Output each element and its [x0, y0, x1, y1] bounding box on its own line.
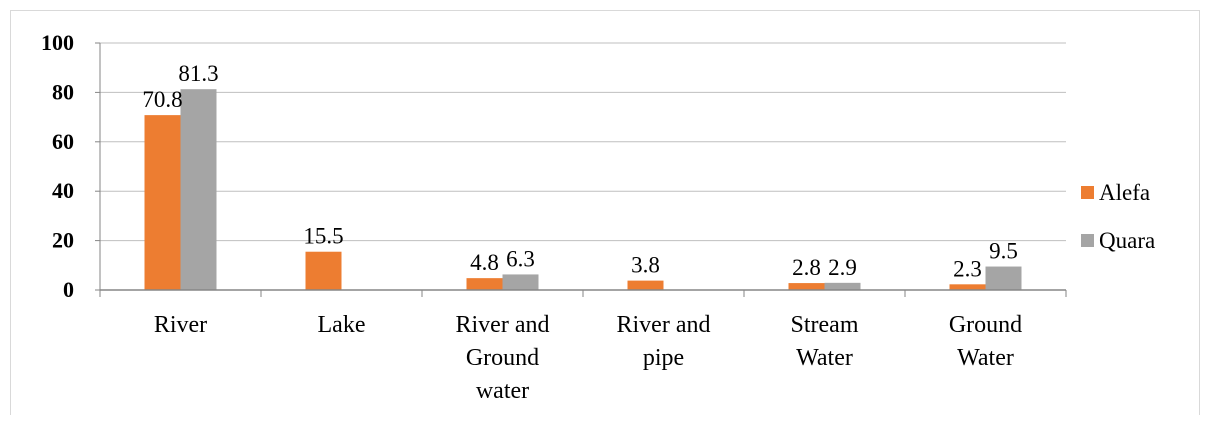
data-label-quara: 9.5	[989, 239, 1018, 264]
x-tick-label: Stream Water	[791, 312, 859, 371]
y-tick-label: 0	[63, 277, 74, 302]
gridlines	[100, 42, 1066, 242]
legend-swatch-alefa	[1081, 186, 1094, 199]
data-label-alefa: 3.8	[631, 253, 660, 278]
bar-alefa	[788, 283, 825, 290]
y-tick-label: 80	[52, 79, 74, 104]
x-tick-label: Ground Water	[949, 312, 1022, 371]
y-tick-label: 100	[41, 30, 74, 55]
chart-frame	[10, 10, 1200, 415]
bar-alefa	[627, 280, 664, 290]
bars	[144, 89, 1022, 291]
y-tick-labels: 0 20 40 60 80 100	[41, 30, 74, 302]
legend-swatch-quara	[1081, 234, 1094, 247]
bar-alefa	[466, 278, 503, 290]
data-label-quara: 2.9	[828, 255, 857, 280]
x-tick-label: River and Ground water	[456, 312, 550, 404]
bar-quara	[985, 266, 1022, 290]
legend: Alefa Quara	[1081, 180, 1155, 253]
bar-quara	[180, 89, 217, 291]
data-label-alefa: 4.8	[470, 250, 499, 275]
y-tick-label: 20	[52, 228, 74, 253]
data-label-alefa: 70.8	[142, 87, 182, 112]
bar-alefa	[144, 115, 181, 291]
x-tick-label: Lake	[318, 312, 366, 338]
data-labels: 70.881.3 15.5 4.8 6.3 3.8 2.8 2.9 2.3 9.5	[142, 61, 1018, 281]
x-tick-label: River and pipe	[617, 312, 711, 371]
data-label-quara: 81.3	[178, 61, 218, 86]
data-label-quara: 6.3	[506, 246, 535, 271]
bar-quara	[502, 274, 539, 290]
axes	[95, 42, 1067, 297]
x-tick-label: River	[154, 312, 207, 338]
data-label-alefa: 2.3	[953, 256, 982, 281]
data-label-alefa: 2.8	[792, 255, 821, 280]
legend-label-quara: Quara	[1099, 228, 1155, 253]
bar-alefa	[949, 284, 986, 290]
y-tick-label: 60	[52, 129, 74, 154]
bar-quara	[824, 282, 861, 290]
bar-alefa	[305, 251, 342, 290]
legend-label-alefa: Alefa	[1099, 180, 1150, 205]
x-tick-labels: River Lake River and Ground water River and pi…	[154, 312, 1022, 404]
y-tick-label: 40	[52, 178, 74, 203]
data-label-alefa: 15.5	[303, 224, 343, 249]
